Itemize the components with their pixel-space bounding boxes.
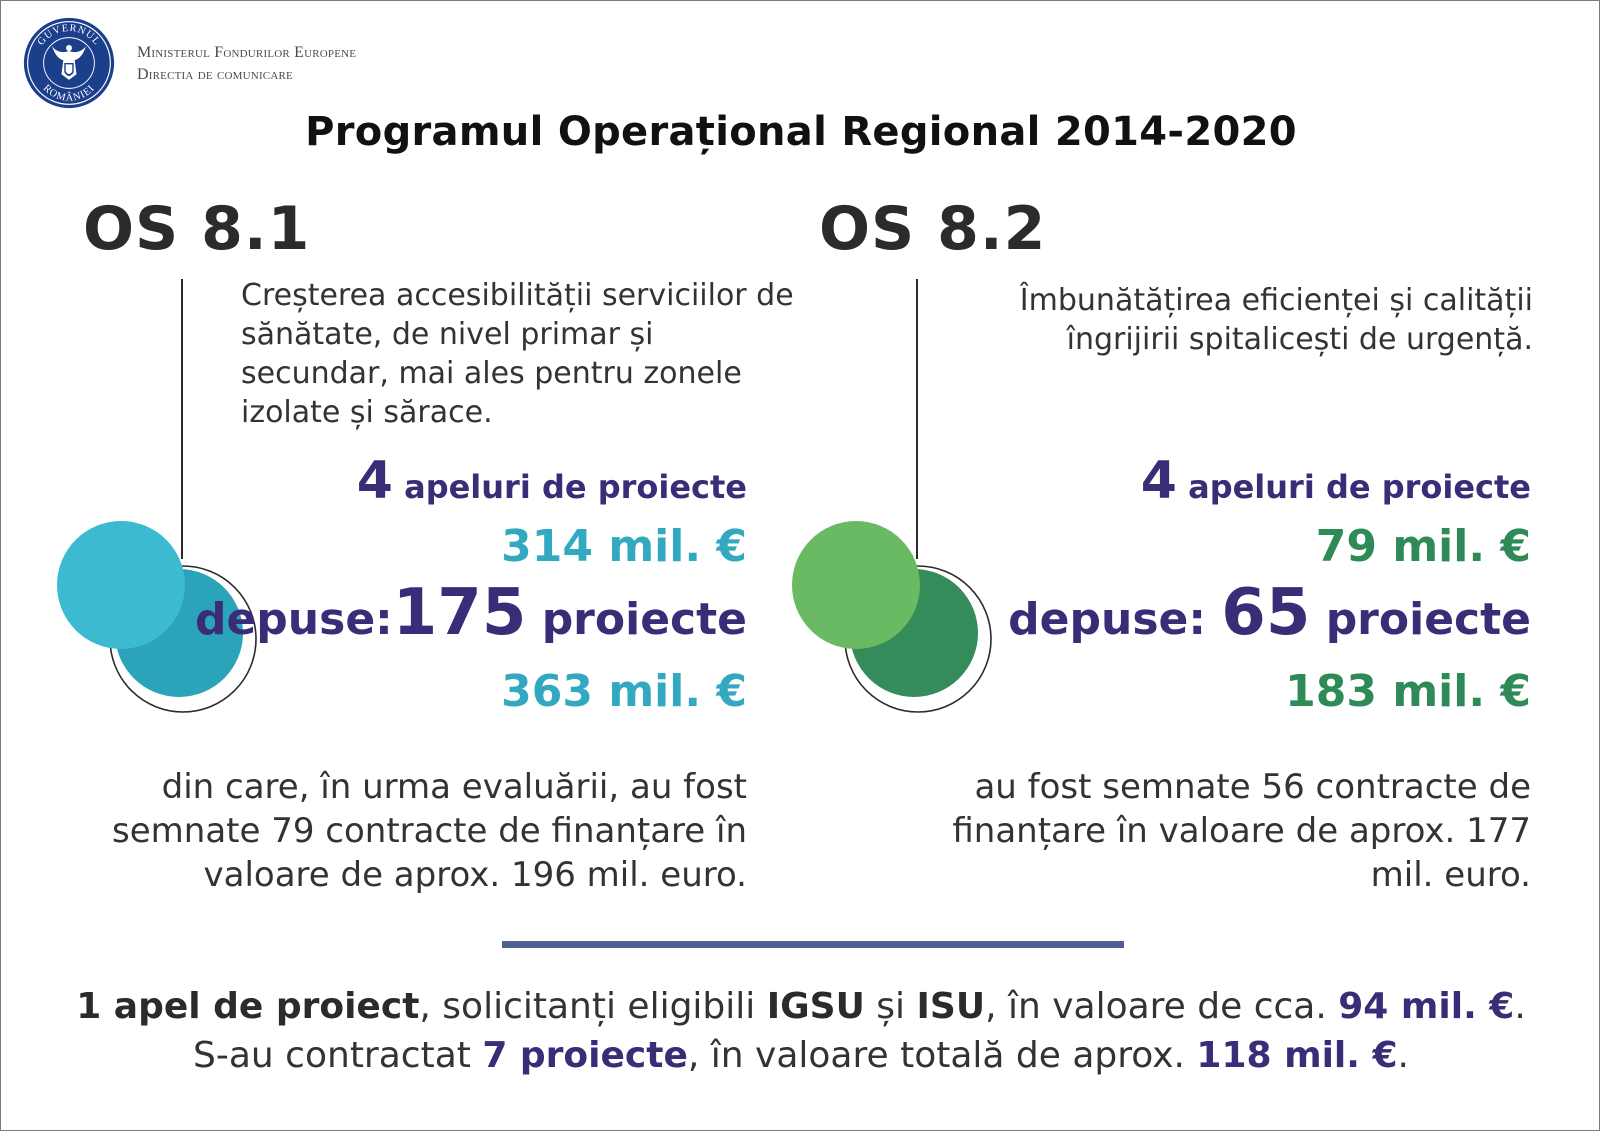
submitted-value: 363 mil. € xyxy=(501,666,747,717)
footer-contracted-value: 118 mil. € xyxy=(1196,1035,1398,1076)
connector-line xyxy=(916,279,918,559)
footer-text: , în valoare totală de aprox. xyxy=(687,1035,1197,1076)
ministry-line1: Ministerul Fondurilor Europene xyxy=(137,44,357,61)
footer-text: , în valoare de cca. xyxy=(985,986,1339,1027)
footer-text: și xyxy=(864,986,917,1027)
section-heading-os-8-2: OS 8.2 xyxy=(819,194,1047,264)
submitted-unit: proiecte xyxy=(1325,594,1531,645)
section-description: Creșterea accesibilității serviciilor de… xyxy=(241,278,794,430)
submitted-value: 183 mil. € xyxy=(1285,666,1531,717)
circle-light xyxy=(792,521,920,649)
section-divider xyxy=(502,941,1124,948)
contracts-note: au fost semnate 56 contracte de finanțar… xyxy=(952,767,1531,895)
footer-text: . xyxy=(1514,986,1526,1027)
submitted-projects: depuse:175 proiecte xyxy=(195,576,747,650)
footer-text: , solicitanți eligibili xyxy=(419,986,767,1027)
calls-count: 4 apeluri de proiecte xyxy=(1141,451,1531,511)
section-description: Îmbunătățirea eficienței și calității în… xyxy=(1019,283,1533,357)
calls-number: 4 xyxy=(1140,451,1177,511)
footer-call-count: 1 apel de proiect xyxy=(76,986,420,1027)
footer-summary-line2: S-au contractat 7 proiecte, în valoare t… xyxy=(1,1035,1600,1076)
government-seal-icon: GUVERNUL ROMÂNIEI xyxy=(23,17,115,109)
submitted-number: 175 xyxy=(392,576,527,650)
calls-number: 4 xyxy=(356,451,393,511)
calls-label: apeluri de proiecte xyxy=(404,468,747,506)
footer-summary-line1: 1 apel de proiect, solicitanți eligibili… xyxy=(1,986,1600,1027)
footer-contracted-projects: 7 proiecte xyxy=(482,1035,688,1076)
footer-call-value: 94 mil. € xyxy=(1338,986,1515,1027)
contracts-note: din care, în urma evaluării, au fost sem… xyxy=(112,767,747,895)
calls-count: 4 apeluri de proiecte xyxy=(357,451,747,511)
submitted-number: 65 xyxy=(1221,576,1311,650)
ministry-name: Ministerul Fondurilor Europene Directia … xyxy=(137,42,356,86)
calls-label: apeluri de proiecte xyxy=(1188,468,1531,506)
decorative-circles-green xyxy=(792,521,992,713)
footer-isu: ISU xyxy=(916,986,986,1027)
section-heading-os-8-1: OS 8.1 xyxy=(83,194,311,264)
submitted-label: depuse: xyxy=(194,594,393,645)
submitted-unit: proiecte xyxy=(541,594,747,645)
footer-text: S-au contractat xyxy=(193,1035,483,1076)
ministry-line2: Directia de comunicare xyxy=(137,66,293,83)
footer-text: . xyxy=(1397,1035,1409,1076)
allocation-value: 79 mil. € xyxy=(1315,521,1531,572)
connector-line xyxy=(181,279,183,559)
submitted-label: depuse: xyxy=(1008,594,1206,645)
footer-igsu: IGSU xyxy=(766,986,865,1027)
decorative-circles-teal xyxy=(57,521,257,713)
submitted-projects: depuse: 65 proiecte xyxy=(1008,576,1531,650)
allocation-value: 314 mil. € xyxy=(501,521,747,572)
page-title: Programul Operațional Regional 2014-2020 xyxy=(305,109,1297,155)
circle-light xyxy=(57,521,185,649)
